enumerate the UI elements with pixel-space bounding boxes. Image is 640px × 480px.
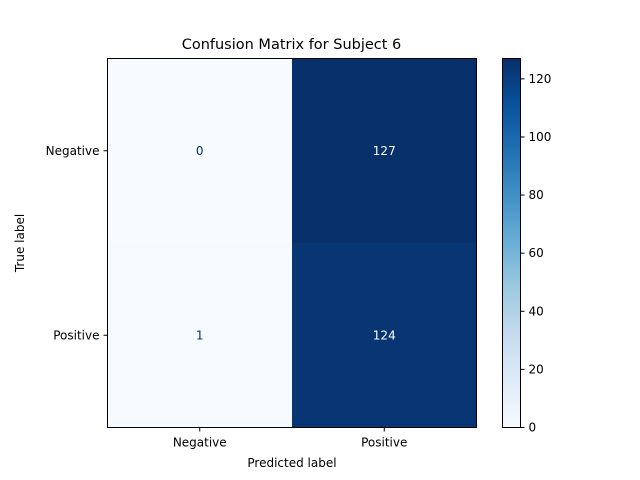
matrix-cell-value: 124 — [373, 328, 396, 342]
matrix-cells — [107, 58, 477, 428]
matrix-cell-labels: 0 127 1 124 — [196, 144, 396, 343]
matrix-cell-value: 0 — [196, 144, 204, 158]
matrix-cell — [107, 243, 292, 428]
colorbar-tick-label: 60 — [529, 246, 544, 260]
chart-title: Confusion Matrix for Subject 6 — [182, 37, 402, 53]
x-tick-label: Negative — [173, 436, 227, 450]
y-tick-label: Negative — [46, 144, 100, 158]
colorbar-ticks: 0 20 40 60 80 100 120 — [520, 72, 552, 435]
colorbar-tick-label: 100 — [529, 130, 552, 144]
matrix-cell-value: 1 — [196, 328, 204, 342]
colorbar-tick-label: 20 — [529, 362, 544, 376]
matrix-cell — [292, 58, 477, 243]
x-axis-label: Predicted label — [247, 456, 336, 470]
x-tick-label: Positive — [361, 436, 407, 450]
matrix-frame — [107, 58, 477, 428]
x-axis-ticks: Negative Positive — [173, 427, 407, 450]
matrix-cell — [107, 58, 292, 243]
matrix-cell — [292, 243, 477, 428]
colorbar-tick-label: 40 — [529, 304, 544, 318]
y-tick-label: Positive — [53, 328, 99, 342]
colorbar-tick-label: 0 — [529, 421, 537, 435]
colorbar-tick-label: 120 — [529, 72, 552, 86]
colorbar — [502, 58, 521, 428]
y-axis-ticks: Negative Positive — [46, 144, 108, 342]
matrix-cell-value: 127 — [373, 144, 396, 158]
colorbar-tick-label: 80 — [529, 188, 544, 202]
y-axis-label: True label — [13, 214, 27, 273]
